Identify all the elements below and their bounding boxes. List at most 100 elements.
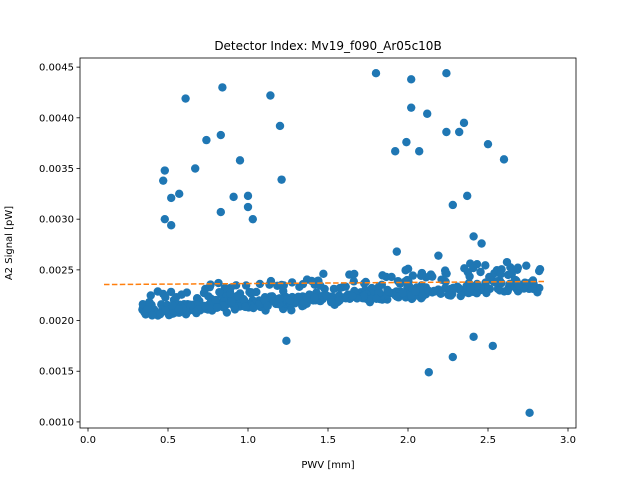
x-axis: 0.0 0.5 1.0 1.5 2.0 2.5 3.0 xyxy=(80,428,576,446)
x-tick-label: 2.5 xyxy=(480,435,496,446)
data-point xyxy=(285,296,295,305)
data-point xyxy=(232,291,242,301)
data-point xyxy=(448,200,457,210)
data-point xyxy=(167,193,176,203)
data-point xyxy=(319,269,328,279)
data-point xyxy=(360,279,369,288)
data-point xyxy=(191,164,200,173)
y-axis-label: A2 Signal [pW] xyxy=(4,206,15,280)
data-point xyxy=(222,308,232,317)
y-tick-label: 0.0020 xyxy=(39,316,74,327)
data-point xyxy=(282,336,291,346)
data-point xyxy=(215,287,224,297)
data-point xyxy=(349,277,359,286)
data-point xyxy=(249,303,258,313)
fit-line xyxy=(103,280,545,286)
data-point xyxy=(469,263,478,273)
data-point xyxy=(295,282,304,292)
data-point xyxy=(415,147,424,156)
data-point xyxy=(181,94,190,103)
data-point xyxy=(302,293,311,302)
data-point xyxy=(248,214,257,224)
data-point xyxy=(372,294,381,304)
y-tick-label: 0.0040 xyxy=(39,113,74,124)
chart-title: Detector Index: Mv19_f090_Ar05c10B xyxy=(214,39,441,53)
data-point xyxy=(401,266,410,275)
data-point xyxy=(347,291,357,301)
data-point xyxy=(460,264,469,273)
data-point xyxy=(398,288,408,298)
data-point xyxy=(275,294,284,303)
data-point xyxy=(241,281,251,290)
data-point xyxy=(147,311,157,320)
data-point xyxy=(266,91,275,100)
data-point xyxy=(145,297,154,307)
data-point xyxy=(287,306,296,315)
data-point xyxy=(488,341,497,351)
x-tick-label: 1.0 xyxy=(240,435,256,446)
data-point xyxy=(200,301,209,311)
data-point xyxy=(218,83,227,92)
data-points xyxy=(138,69,545,417)
data-point xyxy=(455,127,464,137)
data-point xyxy=(418,292,428,301)
data-point xyxy=(146,291,155,300)
y-tick-label: 0.0030 xyxy=(39,215,74,226)
x-tick-label: 1.5 xyxy=(320,435,336,446)
data-point xyxy=(160,166,169,175)
data-point xyxy=(212,303,222,312)
data-point xyxy=(525,408,534,417)
data-point xyxy=(387,272,396,282)
data-point xyxy=(477,239,486,248)
data-point xyxy=(421,273,431,282)
data-point xyxy=(156,309,165,319)
data-point xyxy=(287,278,297,287)
data-point xyxy=(499,155,509,164)
data-point xyxy=(216,130,225,140)
data-point xyxy=(175,189,184,199)
data-point xyxy=(275,121,285,131)
data-point xyxy=(400,277,410,286)
data-point xyxy=(327,298,336,307)
data-point xyxy=(469,232,478,241)
y-tick-label: 0.0015 xyxy=(39,367,74,378)
data-point xyxy=(279,286,288,296)
data-point xyxy=(514,280,524,290)
data-point xyxy=(459,118,469,128)
data-point xyxy=(214,278,223,288)
data-point xyxy=(465,272,474,281)
data-point xyxy=(206,280,215,290)
data-point xyxy=(502,257,512,267)
data-point xyxy=(469,332,478,341)
data-point xyxy=(513,263,523,272)
data-point xyxy=(407,75,416,84)
data-point xyxy=(160,214,169,224)
data-point xyxy=(445,291,454,300)
data-point xyxy=(247,289,256,298)
data-point xyxy=(350,269,359,279)
data-point xyxy=(153,287,162,296)
data-point xyxy=(216,207,225,217)
data-point xyxy=(434,251,443,260)
data-point xyxy=(226,283,235,293)
plot-background xyxy=(80,58,576,428)
data-point xyxy=(174,305,184,314)
data-point xyxy=(411,287,420,296)
x-tick-label: 3.0 xyxy=(560,435,576,446)
data-point xyxy=(456,291,465,301)
data-point xyxy=(378,271,387,280)
y-axis: 0.0010 0.0015 0.0020 0.0025 0.0030 0.0035 0.00… xyxy=(39,63,80,428)
data-point xyxy=(449,283,458,292)
data-point xyxy=(302,275,312,284)
data-point xyxy=(522,261,531,270)
data-point xyxy=(202,135,211,145)
data-point xyxy=(166,287,176,297)
x-tick-label: 2.0 xyxy=(400,435,416,446)
y-tick-label: 0.0025 xyxy=(39,265,74,276)
data-point xyxy=(243,202,253,212)
data-point xyxy=(243,191,253,201)
data-point xyxy=(143,304,153,313)
data-point xyxy=(534,266,544,276)
y-tick-label: 0.0045 xyxy=(39,63,74,74)
